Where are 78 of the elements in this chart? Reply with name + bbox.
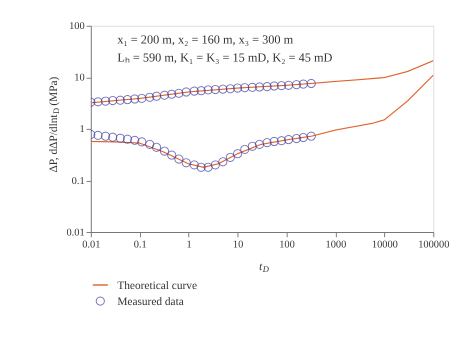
point: [298, 132, 308, 142]
point: [182, 158, 191, 168]
point: [93, 130, 103, 140]
point: [276, 81, 286, 90]
point: [306, 132, 316, 141]
point: [254, 140, 264, 149]
point: [130, 136, 140, 145]
y-tick-label: 0.01: [66, 227, 85, 238]
x-tick-label: 1: [186, 240, 192, 251]
point: [262, 138, 272, 148]
point: [160, 146, 170, 156]
point: [145, 140, 154, 149]
point: [284, 135, 294, 144]
point: [233, 83, 242, 93]
point: [248, 142, 257, 151]
point: [190, 86, 199, 96]
point: [270, 81, 279, 91]
point: [130, 94, 140, 104]
point: [292, 134, 302, 144]
point: [100, 96, 110, 106]
annotation: Lₕ = 590 m, K₁ = K₃ = 15 mD, K₂ = 45 mD: [117, 50, 333, 65]
x-tick-label: 10: [232, 240, 244, 251]
point: [160, 90, 170, 100]
point: [174, 88, 184, 98]
x-tick-label: 10000: [372, 240, 398, 251]
point: [190, 160, 199, 170]
x-tick-label: 1000: [326, 240, 346, 251]
point: [218, 84, 228, 94]
point: [218, 157, 228, 166]
point: [284, 80, 294, 90]
x-tick-label: 100: [279, 240, 295, 251]
point: [226, 84, 235, 94]
point: [240, 144, 250, 154]
point: [145, 92, 154, 102]
y-tick-label: 0.1: [72, 176, 85, 187]
point: [167, 150, 176, 160]
x-tick-label: 100000: [418, 240, 450, 251]
point: [248, 82, 257, 92]
point: [292, 80, 302, 90]
point: [254, 82, 264, 92]
point: [122, 95, 132, 104]
point: [137, 94, 146, 103]
point: [210, 84, 220, 94]
point: [116, 96, 125, 105]
point: [276, 136, 286, 146]
point: [182, 87, 191, 97]
y-tick-label: 100: [69, 21, 85, 32]
point: [233, 149, 242, 158]
point: [152, 142, 162, 152]
point: [152, 92, 162, 101]
point: [210, 160, 220, 170]
point: [204, 85, 213, 94]
y-axis-title: ΔP, dΔP/dlntD (MPa): [48, 76, 62, 173]
point: [204, 162, 213, 172]
point: [122, 134, 132, 144]
point: [240, 83, 250, 92]
point: [137, 137, 146, 146]
point: [108, 96, 118, 106]
y-tick-label: 10: [74, 72, 85, 84]
legend-label: Theoretical curve: [117, 280, 198, 292]
point: [100, 132, 110, 141]
point: [270, 136, 279, 146]
point: [298, 80, 308, 89]
point: [306, 78, 316, 88]
point: [167, 90, 176, 99]
point: [93, 97, 103, 106]
point: [108, 132, 118, 142]
point: [226, 152, 235, 162]
point: [262, 82, 272, 92]
y-tick-label: 1: [79, 124, 85, 136]
x-tick-label: 0.01: [82, 240, 100, 251]
point: [196, 162, 206, 172]
annotation: x₁ = 200 m, x₂ = 160 m, x₃ = 300 m: [117, 32, 294, 47]
point: [174, 154, 184, 164]
legend-label: Measured data: [117, 296, 184, 308]
x-tick-label: 0.1: [134, 240, 147, 251]
point: [196, 86, 206, 96]
point: [116, 134, 125, 143]
